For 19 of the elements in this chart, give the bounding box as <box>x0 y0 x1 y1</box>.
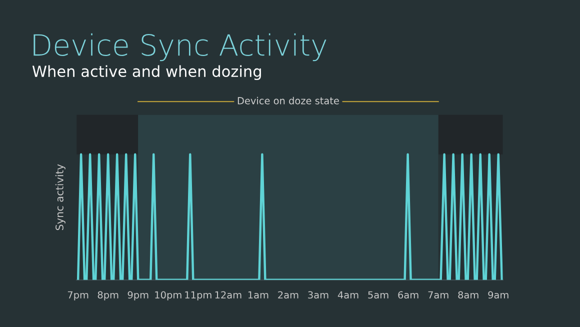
x-tick-label: 1am <box>248 291 268 299</box>
chart-title: Device Sync Activity <box>34 33 326 62</box>
x-tick-label: 11pm <box>185 291 212 300</box>
x-tick-label: 9am <box>488 291 508 299</box>
x-tick-label: 5am <box>368 291 388 299</box>
x-tick-label: 9pm <box>128 291 148 300</box>
chart-subtitle: When active and when dozing <box>32 65 261 80</box>
x-tick-label: 6am <box>398 291 418 299</box>
x-tick-label: 7pm <box>68 291 88 300</box>
x-tick-label: 12am <box>215 291 242 299</box>
y-axis-title: Sync activity <box>55 164 66 230</box>
x-tick-label: 3am <box>308 291 328 299</box>
x-tick-label: 4am <box>338 291 358 299</box>
x-tick-label: 7am <box>428 291 448 299</box>
x-tick-label: 8am <box>458 291 478 299</box>
band-label: Device on doze state <box>238 96 339 104</box>
x-tick-label: 2am <box>278 291 298 299</box>
x-tick-label: 10pm <box>155 291 182 300</box>
x-tick-label: 8pm <box>98 291 118 300</box>
